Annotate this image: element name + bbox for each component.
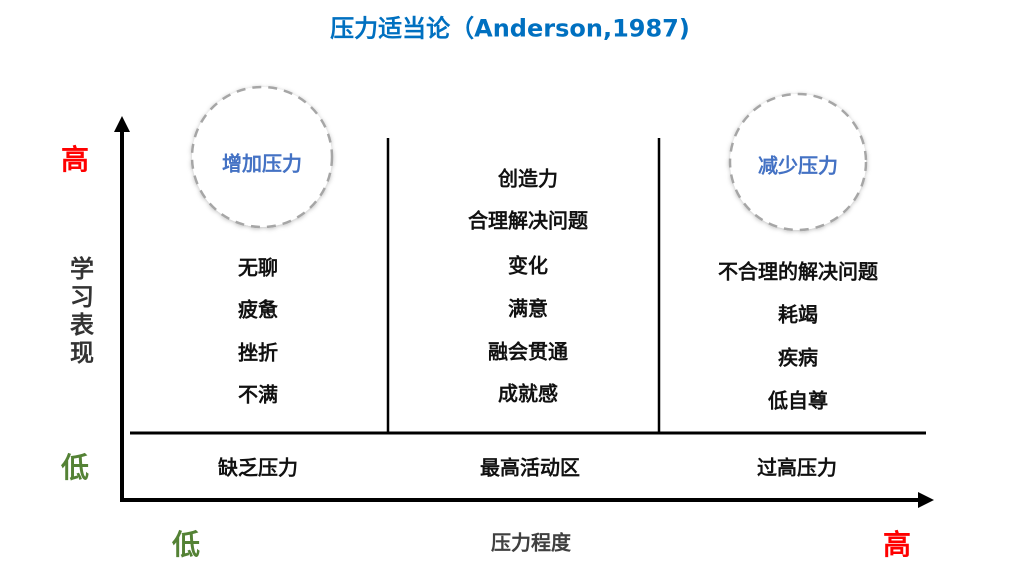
list-item: 不合理的解决问题 xyxy=(718,259,878,284)
list-item: 低自尊 xyxy=(768,388,828,413)
bubble-circle-decrease xyxy=(728,92,868,232)
zone-label-optimal: 最高活动区 xyxy=(480,455,580,480)
list-item: 疾病 xyxy=(778,345,818,370)
y-high-label: 高 xyxy=(60,143,90,176)
list-item: 合理解决问题 xyxy=(468,208,588,233)
zone-label-high: 过高压力 xyxy=(757,455,837,480)
list-item: 成就感 xyxy=(498,381,558,406)
zone-label-low: 缺乏压力 xyxy=(218,455,298,480)
list-item: 无聊 xyxy=(238,255,278,280)
x-axis-arrow xyxy=(918,492,934,508)
list-item: 创造力 xyxy=(498,166,558,191)
y-low-label: 低 xyxy=(60,451,90,484)
bubble-decrease-pressure: 减少压力 xyxy=(758,153,838,178)
page-title: 压力适当论（Anderson,1987) xyxy=(330,14,690,43)
y-axis-arrow xyxy=(114,116,130,132)
list-item: 不满 xyxy=(238,382,278,407)
list-item: 疲惫 xyxy=(238,297,278,322)
bubble-increase-pressure: 增加压力 xyxy=(222,151,302,176)
list-item: 变化 xyxy=(508,253,548,278)
x-high-label: 高 xyxy=(882,528,912,561)
y-axis-label: 学习表现 xyxy=(65,256,94,368)
list-item: 挫折 xyxy=(238,340,278,365)
list-item: 耗竭 xyxy=(778,302,818,327)
x-axis-label: 压力程度 xyxy=(491,530,571,555)
list-item: 融会贯通 xyxy=(488,339,568,364)
bubble-circle-increase xyxy=(190,85,334,229)
list-item: 满意 xyxy=(508,296,548,321)
x-low-label: 低 xyxy=(171,528,201,561)
